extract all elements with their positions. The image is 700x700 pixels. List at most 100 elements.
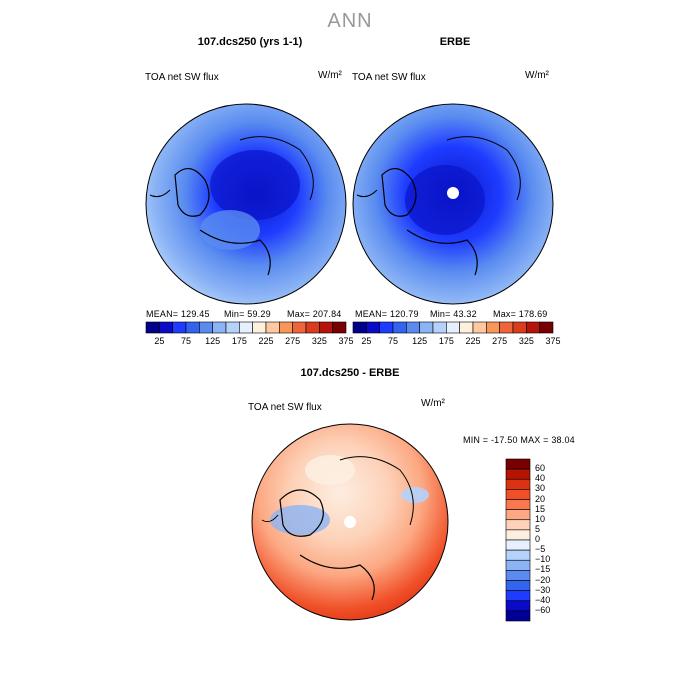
colorbar-swatch [472, 321, 487, 334]
colorbar-swatch [505, 539, 531, 551]
colorbar-swatch [199, 321, 213, 334]
colorbar-tick-label: 375 [338, 336, 354, 346]
colorbar-tick-label: 40 [535, 473, 546, 484]
colorbar-swatch [505, 489, 531, 500]
colorbar-swatch [172, 321, 187, 334]
colorbar-tick-label: 0 [535, 534, 541, 544]
colorbar-swatch [292, 321, 307, 334]
panel-2-colorbar [352, 321, 554, 334]
colorbar-tick-label: 325 [311, 336, 327, 346]
colorbar-swatch [505, 519, 531, 531]
colorbar-tick-label: 225 [465, 336, 481, 346]
colorbar-tick-label: 125 [412, 336, 428, 346]
panel-2-min: Min= 43.32 [430, 309, 477, 319]
colorbar-swatch [486, 321, 500, 334]
colorbar-swatch [352, 321, 367, 334]
colorbar-swatch [252, 321, 267, 334]
colorbar-tick-label: −15 [535, 564, 551, 575]
colorbar-swatch [392, 321, 407, 334]
panel-3-colorbar [505, 458, 531, 622]
colorbar-tick-label: 20 [535, 493, 546, 504]
colorbar-swatch [185, 321, 200, 334]
panel-2-map [352, 103, 554, 305]
colorbar-swatch [305, 321, 320, 334]
colorbar-swatch [505, 509, 531, 521]
panel-3-map [251, 423, 449, 621]
panel-2-mean: MEAN= 120.79 [355, 309, 419, 319]
panel-2-max: Max= 178.69 [493, 309, 548, 319]
colorbar-swatch [225, 321, 240, 334]
colorbar-tick-label: 75 [387, 336, 398, 346]
panel-1-max: Max= 207.84 [287, 309, 342, 319]
colorbar-swatch [446, 321, 460, 334]
colorbar-swatch [145, 321, 160, 334]
colorbar-tick-label: 125 [205, 336, 221, 346]
panel-3-title: 107.dcs250 - ERBE [300, 367, 400, 379]
colorbar-swatch [539, 321, 554, 334]
colorbar-swatch [239, 321, 253, 334]
panel-1-min: Min= 59.29 [224, 309, 271, 319]
colorbar-swatch [505, 559, 531, 571]
colorbar-swatch [265, 321, 280, 334]
panel-1-mean: MEAN= 129.45 [146, 309, 210, 319]
colorbar-swatch [499, 321, 514, 334]
colorbar-swatch [505, 570, 531, 581]
colorbar-tick-label: −40 [535, 594, 551, 605]
colorbar-swatch [512, 321, 527, 334]
panel-2-units: W/m² [525, 70, 549, 81]
colorbar-swatch [279, 321, 293, 334]
colorbar-tick-label: −20 [535, 574, 551, 585]
panel-1-map [145, 103, 347, 305]
colorbar-swatch [505, 478, 531, 490]
colorbar-swatch [505, 549, 531, 561]
colorbar-swatch [526, 321, 540, 334]
colorbar-swatch [332, 321, 347, 334]
colorbar-tick-label: 175 [231, 336, 247, 346]
colorbar-swatch [159, 321, 173, 334]
panel-2-title: ERBE [439, 36, 471, 48]
colorbar-swatch [379, 321, 394, 334]
colorbar-swatch [505, 499, 531, 510]
colorbar-tick-label: 375 [545, 336, 561, 346]
colorbar-tick-label: −60 [535, 604, 551, 615]
colorbar-tick-label: −10 [535, 554, 551, 565]
colorbar-tick-label: −30 [535, 584, 551, 595]
colorbar-tick-label: 10 [535, 513, 546, 524]
colorbar-swatch [505, 600, 531, 612]
colorbar-tick-label: 275 [285, 336, 301, 346]
colorbar-swatch [505, 580, 531, 591]
panel-1-units: W/m² [318, 70, 342, 81]
colorbar-swatch [459, 321, 474, 334]
panel-1-field-label: TOA net SW flux [145, 72, 219, 83]
panel-2-missing-data-hole [447, 187, 459, 199]
panel-3-field-label: TOA net SW flux [248, 402, 322, 413]
colorbar-tick-label: 25 [361, 336, 372, 346]
colorbar-swatch [419, 321, 434, 334]
colorbar-swatch [212, 321, 227, 334]
panel-2-field-label: TOA net SW flux [352, 72, 426, 83]
colorbar-tick-label: 75 [180, 336, 191, 346]
colorbar-swatch [432, 321, 447, 334]
colorbar-swatch [505, 529, 531, 541]
figure-title: ANN [327, 10, 373, 32]
panel-1-colorbar [145, 321, 347, 334]
colorbar-swatch [366, 321, 380, 334]
panel-3-missing-data-hole [344, 516, 356, 528]
colorbar-swatch [406, 321, 420, 334]
panel-3-units: W/m² [421, 398, 445, 409]
colorbar-swatch [505, 468, 531, 480]
colorbar-tick-label: 15 [535, 503, 546, 514]
panel-3-min-max: MIN = -17.50 MAX = 38.04 [463, 435, 575, 445]
colorbar-tick-label: 225 [258, 336, 274, 346]
colorbar-tick-label: −5 [535, 544, 546, 555]
colorbar-tick-label: 60 [535, 463, 546, 474]
colorbar-tick-label: 30 [535, 483, 546, 494]
colorbar-swatch [319, 321, 333, 334]
colorbar-swatch [505, 458, 531, 470]
panel-1-title: 107.dcs250 (yrs 1-1) [197, 36, 303, 48]
colorbar-tick-label: 325 [518, 336, 534, 346]
colorbar-swatch [505, 590, 531, 602]
colorbar-tick-label: 275 [492, 336, 508, 346]
colorbar-tick-label: 175 [438, 336, 454, 346]
